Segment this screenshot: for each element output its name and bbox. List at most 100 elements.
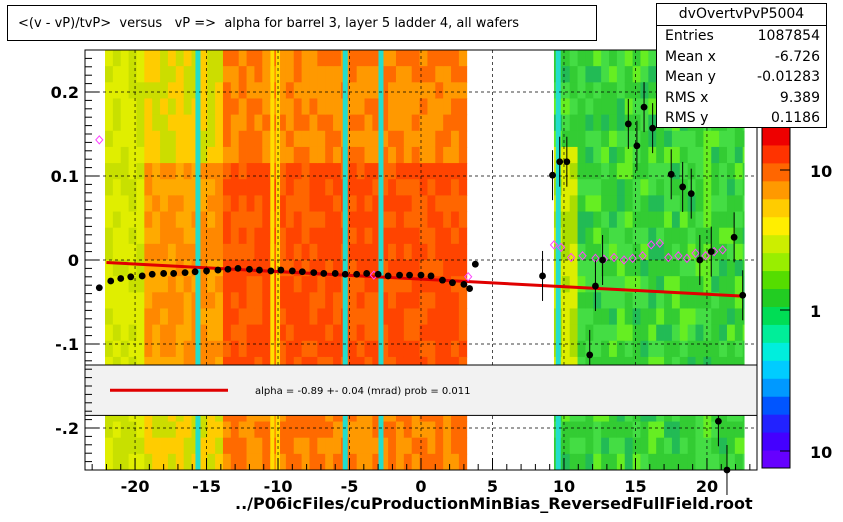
heatmap-cell	[435, 421, 444, 439]
heatmap-cell	[435, 453, 444, 471]
heatmap-cell	[215, 82, 224, 99]
heatmap-cell	[593, 437, 602, 455]
heatmap-cell	[395, 292, 405, 309]
heatmap-cell	[364, 82, 373, 99]
heatmap-cell	[364, 437, 373, 455]
heatmap-cell	[577, 276, 586, 293]
heatmap-cell	[285, 437, 295, 455]
open-marker	[628, 253, 637, 264]
stats-label: Mean y	[665, 69, 716, 85]
heatmap-cell	[262, 324, 271, 342]
heatmap-cell	[278, 243, 287, 261]
heatmap-cell	[301, 195, 310, 213]
heatmap-cell	[687, 292, 696, 309]
heatmap-cell	[671, 243, 681, 261]
heatmap-cell	[458, 308, 468, 326]
heatmap-cell	[671, 324, 681, 342]
heatmap-cell	[120, 421, 130, 439]
heatmap-cell	[679, 130, 689, 148]
heatmap-cell	[632, 340, 641, 358]
heatmap-cell	[601, 163, 610, 180]
heatmap-cell	[561, 260, 571, 277]
data-point	[417, 271, 425, 279]
heatmap-cell	[136, 130, 145, 148]
heatmap-cell	[585, 179, 594, 196]
heatmap-cell	[458, 50, 468, 67]
heatmap-cell	[215, 195, 224, 213]
heatmap-cell	[120, 340, 130, 358]
heatmap-cell	[136, 179, 145, 196]
heatmap-cell	[609, 98, 618, 116]
heatmap-cell	[278, 340, 287, 358]
heatmap-cell	[695, 308, 704, 326]
heatmap-cell	[136, 324, 145, 342]
heatmap-cell	[443, 292, 452, 309]
heatmap-cell	[285, 324, 295, 342]
heatmap-cell	[569, 211, 578, 229]
heatmap-cell	[372, 130, 381, 148]
heatmap-cell	[395, 163, 405, 180]
heatmap-cell	[112, 227, 122, 245]
heatmap-cell	[726, 453, 736, 471]
stats-value: 9.389	[779, 89, 820, 106]
heatmap-cell	[380, 195, 389, 213]
heatmap-cell	[183, 340, 192, 358]
heatmap-cell	[380, 340, 389, 358]
heatmap-cell	[246, 324, 255, 342]
heatmap-cell	[238, 324, 247, 342]
heatmap-cell	[458, 211, 468, 229]
heatmap-cell	[734, 227, 744, 245]
heatmap-cell	[624, 66, 634, 83]
heatmap-cell	[356, 260, 365, 277]
heatmap-cell	[325, 50, 334, 67]
heatmap-cell	[687, 276, 696, 293]
heatmap-cell	[348, 437, 358, 455]
heatmap-cell	[561, 340, 571, 358]
heatmap-cell	[711, 324, 720, 342]
heatmap-cell	[238, 179, 247, 196]
heatmap-cell	[380, 179, 389, 196]
heatmap-cell	[632, 82, 641, 99]
data-point	[148, 270, 156, 278]
heatmap-cell	[333, 421, 342, 439]
heatmap-cell	[356, 195, 365, 213]
data-point	[549, 171, 556, 179]
heatmap-cell	[317, 340, 326, 358]
heatmap-cell	[703, 292, 712, 309]
heatmap-cell	[301, 308, 310, 326]
heatmap-cell	[128, 98, 137, 116]
heatmap-cell	[309, 340, 318, 358]
heatmap-cell	[254, 130, 263, 148]
heatmap-cell	[301, 260, 310, 277]
heatmap-cell	[577, 211, 586, 229]
heatmap-cell	[144, 98, 153, 116]
data-point	[310, 269, 318, 276]
heatmap-cell	[230, 179, 240, 196]
heatmap-cell	[734, 437, 744, 455]
heatmap-cell	[238, 163, 247, 180]
heatmap-cell	[333, 98, 342, 116]
heatmap-cell	[262, 243, 271, 261]
heatmap-cell	[333, 211, 342, 229]
heatmap-cell	[577, 437, 586, 455]
heatmap-cell	[278, 421, 287, 439]
heatmap-cell	[648, 66, 657, 83]
heatmap-cell	[561, 308, 571, 326]
heatmap-cell	[112, 437, 122, 455]
heatmap-cell	[419, 260, 428, 277]
heatmap-cell	[695, 163, 704, 180]
heatmap-cell	[348, 82, 358, 99]
open-marker	[556, 242, 566, 253]
stats-value: 0.1186	[771, 110, 820, 126]
heatmap-cell	[719, 437, 728, 455]
heatmap-cell	[215, 130, 224, 148]
heatmap-cell	[742, 453, 745, 471]
heatmap-cell	[317, 292, 326, 309]
heatmap-cell	[317, 243, 326, 261]
heatmap-cell	[152, 421, 161, 439]
heatmap-cell	[167, 421, 177, 439]
heatmap-cell	[144, 340, 153, 358]
heatmap-cell	[616, 195, 626, 213]
heatmap-cell	[105, 227, 114, 245]
heatmap-cell	[222, 453, 232, 471]
